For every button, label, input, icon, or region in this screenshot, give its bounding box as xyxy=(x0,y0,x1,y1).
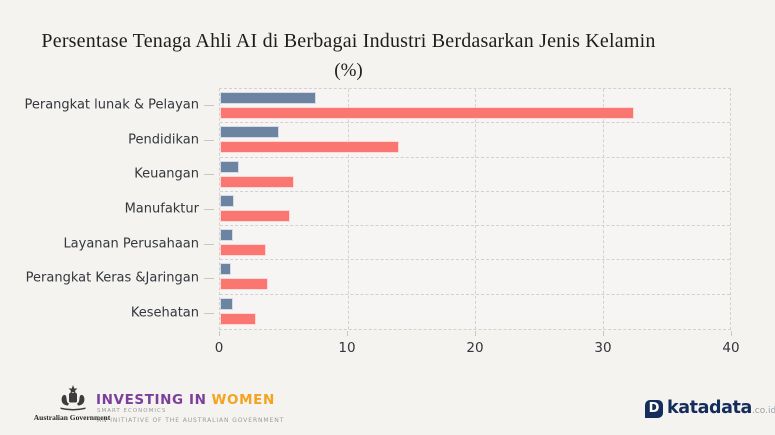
y-tick-mark-5 xyxy=(204,278,214,280)
gridline-20 xyxy=(475,89,476,329)
chart-title-unit: (%) xyxy=(334,60,363,81)
bar-red-5 xyxy=(220,278,269,291)
katadata-domain: .co.id xyxy=(751,406,775,416)
category-label-1: Pendidikan xyxy=(128,132,199,148)
initiative-label: AN INITIATIVE OF THE AUSTRALIAN GOVERNME… xyxy=(97,417,285,424)
katadata-wordmark: katadata.co.id xyxy=(667,398,775,418)
y-tick-mark-0 xyxy=(204,105,214,107)
x-tick-mark-30 xyxy=(603,331,604,336)
bar-red-3 xyxy=(220,209,291,222)
smart-economics-label: SMART ECONOMICS xyxy=(97,408,167,414)
chart-row-1 xyxy=(220,123,730,158)
chart-row-2 xyxy=(220,158,730,192)
y-tick-mark-1 xyxy=(204,139,214,141)
category-label-5: Perangkat Keras &Jaringan xyxy=(25,270,199,286)
gridline-10 xyxy=(347,89,349,329)
bar-red-4 xyxy=(220,244,266,257)
category-label-3: Manufaktur xyxy=(124,201,199,217)
y-tick-mark-6 xyxy=(204,312,214,314)
australian-coat-of-arms-icon xyxy=(60,385,86,411)
category-label-0: Perangkat lunak & Pelayan xyxy=(24,97,199,113)
chart-title-text: Persentase Tenaga Ahli AI di Berbagai In… xyxy=(41,30,656,52)
category-label-2: Keuangan xyxy=(134,166,199,182)
investing-in-women-logo: INVESTING IN WOMEN xyxy=(96,392,275,408)
category-label-6: Kesehatan xyxy=(130,305,199,321)
category-label-4: Layanan Perusahaan xyxy=(63,236,199,252)
australian-government-label: Australian Government xyxy=(33,413,111,422)
chart-row-4 xyxy=(220,226,730,261)
x-tick-mark-10 xyxy=(347,331,348,336)
chart-row-3 xyxy=(220,192,730,227)
katadata-d-icon: D xyxy=(645,400,663,418)
bar-blue-0 xyxy=(220,92,316,104)
bar-blue-1 xyxy=(220,126,279,139)
chart-row-5 xyxy=(220,260,730,295)
chart-row-6 xyxy=(220,295,730,329)
y-tick-mark-4 xyxy=(204,243,214,245)
women-text: WOMEN xyxy=(211,392,275,408)
plot-area xyxy=(219,88,731,330)
chart-title: Persentase Tenaga Ahli AI di Berbagai In… xyxy=(0,26,697,86)
y-tick-mark-2 xyxy=(204,174,214,176)
bar-red-6 xyxy=(220,312,256,325)
bar-red-2 xyxy=(220,175,294,188)
bar-blue-4 xyxy=(220,229,233,242)
bar-blue-3 xyxy=(220,194,235,207)
x-tick-mark-0 xyxy=(219,331,220,336)
x-tick-label-10: 10 xyxy=(338,340,356,356)
bar-red-1 xyxy=(220,141,399,154)
katadata-name: katadata xyxy=(667,398,752,418)
gridline-30 xyxy=(602,89,604,329)
x-tick-mark-40 xyxy=(731,331,732,336)
bar-blue-5 xyxy=(220,263,232,276)
bar-red-0 xyxy=(220,107,635,119)
y-tick-mark-3 xyxy=(204,209,214,210)
x-tick-mark-20 xyxy=(475,331,476,336)
x-tick-label-20: 20 xyxy=(466,340,484,356)
investing-in-text: INVESTING IN xyxy=(96,392,207,408)
x-tick-label-30: 30 xyxy=(594,340,612,356)
bar-blue-2 xyxy=(220,160,240,173)
bar-blue-6 xyxy=(220,297,233,310)
x-tick-label-0: 0 xyxy=(214,340,224,356)
chart-row-0 xyxy=(220,89,730,124)
x-tick-label-40: 40 xyxy=(722,340,740,356)
